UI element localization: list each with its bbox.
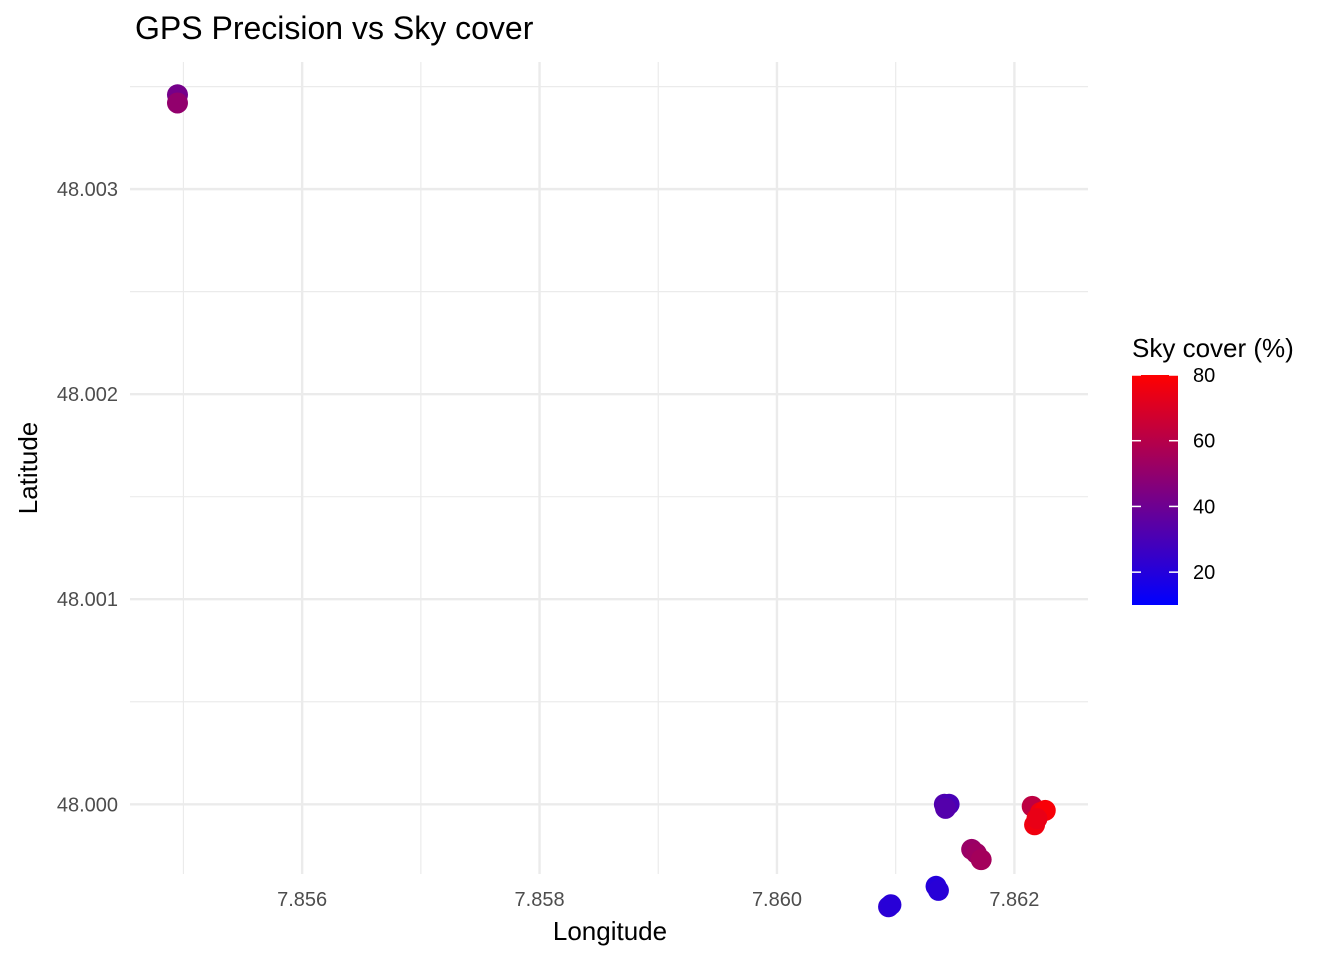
x-axis-title: Longitude <box>553 916 667 946</box>
x-tick-label: 7.860 <box>752 889 802 911</box>
color-legend: Sky cover (%) 20 40 60 80 <box>1132 333 1294 605</box>
chart-title: GPS Precision vs Sky cover <box>135 10 534 46</box>
legend-title: Sky cover (%) <box>1132 333 1294 363</box>
legend-tick-label: 60 <box>1193 431 1215 453</box>
x-axis-ticks: 7.856 7.858 7.860 7.862 <box>277 889 1039 911</box>
data-point <box>935 797 957 819</box>
legend-ticks: 20 40 60 80 <box>1132 365 1215 584</box>
legend-tick-label: 20 <box>1193 562 1215 584</box>
y-tick-label: 48.002 <box>57 384 118 406</box>
data-point <box>1026 808 1048 830</box>
minor-gridlines <box>130 62 1088 874</box>
data-point <box>880 894 902 916</box>
y-tick-label: 48.003 <box>57 179 118 201</box>
data-points <box>166 84 1056 918</box>
y-tick-label: 48.001 <box>57 589 118 611</box>
x-tick-label: 7.856 <box>277 889 327 911</box>
legend-tick-label: 40 <box>1193 496 1215 518</box>
y-axis-title: Latitude <box>13 422 43 515</box>
legend-tick-label: 80 <box>1193 365 1215 387</box>
major-gridlines <box>130 62 1088 874</box>
x-tick-label: 7.862 <box>989 889 1039 911</box>
y-axis-ticks: 48.000 48.001 48.002 48.003 <box>57 179 118 816</box>
y-tick-label: 48.000 <box>57 794 118 816</box>
x-tick-label: 7.858 <box>515 889 565 911</box>
legend-colorbar <box>1132 375 1178 605</box>
data-point <box>970 849 992 871</box>
data-point <box>927 879 949 901</box>
data-point <box>166 92 188 114</box>
